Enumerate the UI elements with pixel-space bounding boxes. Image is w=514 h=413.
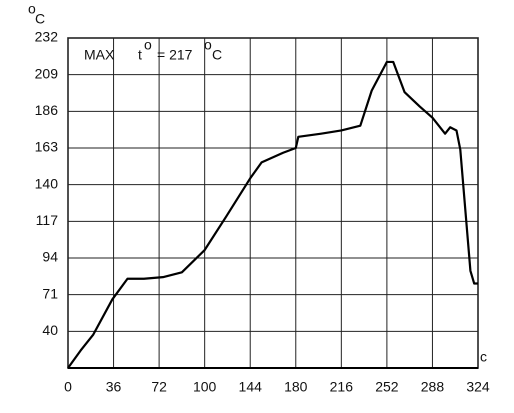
annotation: t bbox=[138, 47, 142, 63]
x-tick-label: 216 bbox=[330, 379, 354, 395]
x-tick-label: 36 bbox=[106, 379, 122, 395]
x-tick-label: 144 bbox=[239, 379, 263, 395]
y-tick-label: 232 bbox=[35, 29, 59, 45]
annotation: o bbox=[144, 37, 152, 53]
y-tick-label: 71 bbox=[42, 285, 58, 301]
x-tick-label: 252 bbox=[375, 379, 399, 395]
annotation: = 217 bbox=[157, 47, 193, 63]
y-tick-label: 40 bbox=[42, 322, 58, 338]
x-tick-label: 288 bbox=[421, 379, 445, 395]
y-label-sup: o bbox=[28, 1, 36, 17]
x-tick-label: 72 bbox=[151, 379, 167, 395]
y-tick-label: 94 bbox=[42, 249, 58, 265]
y-label: C bbox=[35, 11, 45, 27]
y-tick-label: 209 bbox=[35, 65, 59, 81]
y-tick-label: 140 bbox=[35, 175, 59, 191]
x-label: c bbox=[480, 349, 487, 365]
x-tick-label: 324 bbox=[466, 379, 490, 395]
plot-frame bbox=[67, 37, 479, 369]
x-tick-label: 100 bbox=[193, 379, 217, 395]
annotation: o bbox=[204, 37, 212, 53]
temperature-line bbox=[67, 60, 478, 369]
x-tick-label: 180 bbox=[284, 379, 308, 395]
y-tick-label: 186 bbox=[35, 102, 59, 118]
annotation: C bbox=[212, 47, 222, 63]
annotation: MAX bbox=[84, 47, 115, 63]
y-tick-label: 163 bbox=[35, 139, 59, 155]
x-tick-label: 0 bbox=[64, 379, 72, 395]
y-tick-label: 117 bbox=[36, 212, 59, 228]
